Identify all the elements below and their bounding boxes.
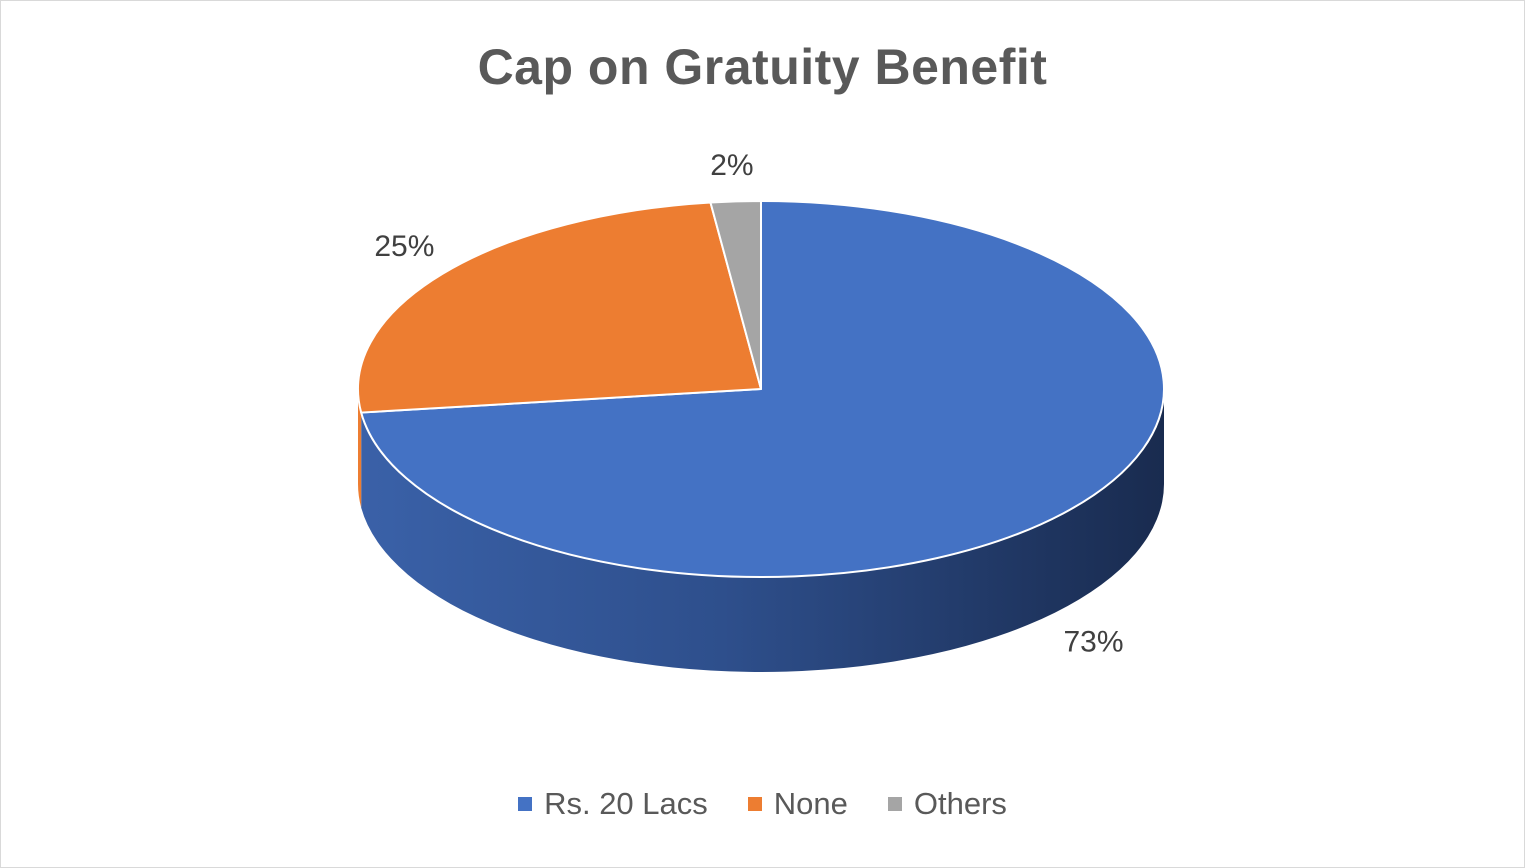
data-label-rs-20-lacs: 73% [1064, 626, 1124, 659]
pie-top [357, 200, 1165, 578]
chart-title: Cap on Gratuity Benefit [477, 39, 1048, 95]
pie-slice-none[interactable] [357, 201, 762, 414]
legend-swatch-others [887, 797, 902, 811]
legend: Rs. 20 Lacs None Others [0, 786, 1525, 822]
legend-item-none[interactable]: None [747, 786, 848, 822]
pie-side-rs-20-lacs [361, 389, 1165, 672]
legend-label-none: None [773, 786, 848, 821]
data-label-none: 25% [374, 230, 434, 263]
legend-label-others: Others [913, 786, 1007, 821]
data-label-others: 2% [710, 149, 753, 182]
legend-swatch-rs-20-lacs [518, 797, 533, 811]
legend-label-rs-20-lacs: Rs. 20 Lacs [544, 786, 708, 821]
legend-swatch-none [747, 797, 762, 811]
pie-labels: 73% 25% 2% [374, 149, 1123, 659]
legend-item-rs-20-lacs[interactable]: Rs. 20 Lacs [518, 786, 708, 822]
pie-slice-others[interactable] [709, 200, 762, 390]
legend-item-others[interactable]: Others [887, 786, 1007, 822]
pie-side-none [358, 389, 362, 508]
pie-slice-rs-20-lacs[interactable] [360, 200, 1165, 578]
pie-side [358, 389, 1165, 672]
